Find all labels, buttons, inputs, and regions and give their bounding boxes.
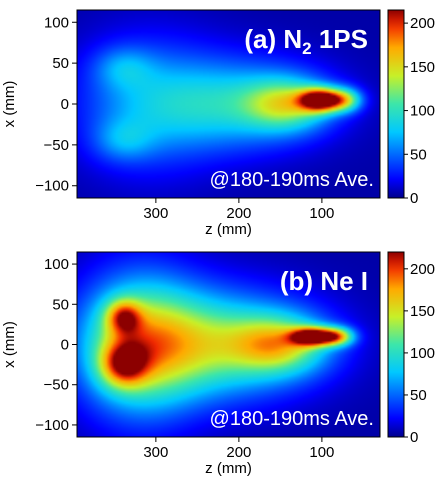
x-tick-label: 100 (309, 444, 334, 461)
panel-title-rest: 1PS (312, 24, 368, 54)
x-axis-title: z (mm) (205, 221, 252, 238)
annotation: @180-190ms Ave. (210, 408, 374, 430)
panel-title-subscript: 2 (302, 39, 311, 58)
x-tick-label: 200 (226, 205, 251, 222)
panel-b: 300 200 100 100 50 0 −50 −100 z (mm) x (mm) (b) Ne… (1, 251, 435, 477)
panel-title: (a) N2 1PS (244, 24, 368, 58)
colorbar-tick-label: 200 (410, 261, 435, 278)
colorbar-tick-label: 100 (410, 345, 435, 362)
colorbar-tick-label: 0 (410, 429, 418, 446)
y-axis-title: x (mm) (1, 81, 18, 128)
x-tick-label: 100 (309, 205, 334, 222)
heatmap-image (77, 252, 380, 437)
colorbar-tick-label: 200 (410, 15, 435, 32)
y-tick-label: −100 (35, 417, 69, 434)
x-tick-label: 300 (143, 205, 168, 222)
colorbar-tick-label: 50 (410, 146, 427, 163)
annotation: @180-190ms Ave. (210, 169, 374, 191)
panel-title: (b) Ne I (280, 266, 368, 296)
y-tick-label: −100 (35, 178, 69, 195)
panel-title-main: (a) N (244, 24, 302, 54)
y-tick-label: 100 (44, 14, 69, 31)
colorbar-tick-label: 100 (410, 103, 435, 120)
y-tick-label: 100 (44, 256, 69, 273)
y-tick-label: 50 (52, 296, 69, 313)
colorbar-tick-label: 0 (410, 190, 418, 207)
colorbar-tick-label: 150 (410, 303, 435, 320)
y-tick-label: 50 (52, 55, 69, 72)
x-tick-label: 300 (143, 444, 168, 461)
y-axis-title: x (mm) (1, 321, 18, 368)
y-tick-label: −50 (44, 137, 69, 154)
y-tick-label: −50 (44, 377, 69, 394)
colorbar (387, 251, 405, 438)
y-tick-label: 0 (61, 96, 69, 113)
heatmap-image (77, 10, 380, 198)
panel-title-main: (b) Ne I (280, 266, 368, 296)
colorbar-tick-label: 150 (410, 59, 435, 76)
y-tick-label: 0 (61, 337, 69, 354)
colorbar-tick-label: 50 (410, 387, 427, 404)
x-axis-title: z (mm) (205, 460, 252, 477)
x-tick-label: 200 (226, 444, 251, 461)
colorbar (387, 9, 405, 199)
